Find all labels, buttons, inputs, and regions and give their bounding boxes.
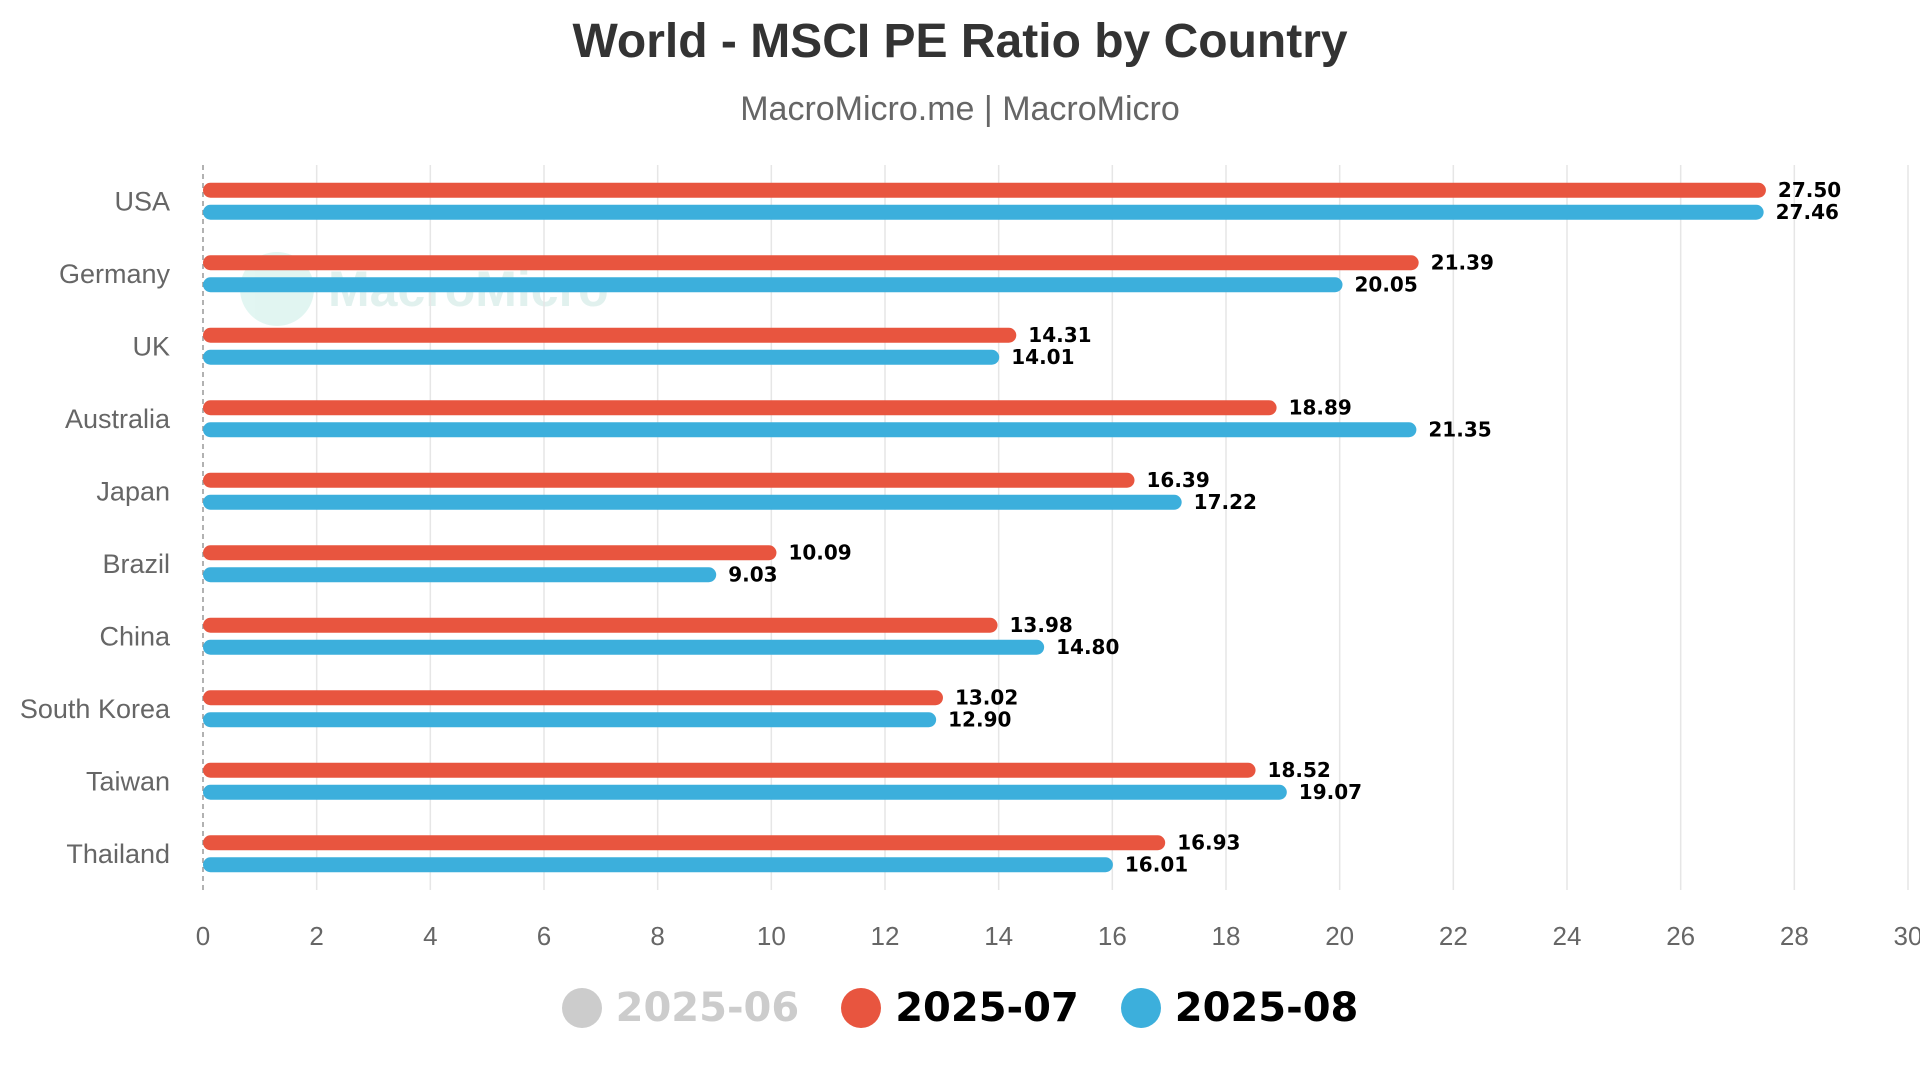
legend-dot-2025-08 [1120, 988, 1161, 1028]
x-tick-label: 0 [196, 921, 210, 951]
bar [203, 567, 717, 583]
legend-item-2025-07[interactable]: 2025-07 [841, 985, 1079, 1031]
bar [203, 690, 943, 706]
data-label: 16.93 [1177, 830, 1240, 854]
legend-item-2025-06[interactable]: 2025-06 [561, 985, 800, 1031]
legend-dot-2025-06 [561, 988, 602, 1028]
data-label: 10.09 [788, 540, 851, 564]
x-tick-label: 22 [1439, 921, 1468, 951]
x-tick-label: 30 [1894, 921, 1920, 951]
bar [203, 422, 1417, 438]
data-label: 19.07 [1299, 780, 1362, 804]
chart-subtitle: MacroMicro.me | MacroMicro [740, 90, 1180, 128]
data-label: 27.46 [1776, 200, 1839, 224]
x-tick-label: 18 [1212, 921, 1241, 951]
data-label: 21.39 [1431, 250, 1494, 274]
x-tick-label: 12 [871, 921, 900, 951]
bar [203, 835, 1166, 851]
bar [203, 400, 1277, 416]
bar [203, 472, 1135, 488]
chart-title: World - MSCI PE Ratio by Country [572, 15, 1348, 68]
legend-dot-2025-07 [841, 988, 882, 1028]
category-label: Japan [96, 476, 170, 506]
data-label: 18.52 [1268, 758, 1331, 782]
legend-label-2025-08: 2025-08 [1174, 985, 1359, 1031]
data-label: 14.01 [1011, 345, 1074, 369]
data-label: 18.89 [1289, 395, 1352, 419]
x-tick-label: 26 [1666, 921, 1695, 951]
data-label: 14.80 [1056, 635, 1119, 659]
data-label: 9.03 [728, 562, 777, 586]
x-tick-label: 6 [537, 921, 551, 951]
data-label: 13.98 [1010, 613, 1073, 637]
data-label: 14.31 [1028, 323, 1091, 347]
bar [203, 255, 1419, 271]
data-label: 16.39 [1146, 468, 1209, 492]
x-tick-label: 16 [1098, 921, 1127, 951]
x-tick-label: 14 [984, 921, 1013, 951]
x-tick-label: 20 [1325, 921, 1354, 951]
data-label: 20.05 [1355, 272, 1418, 296]
category-label: Germany [59, 259, 171, 289]
data-label: 17.22 [1194, 490, 1257, 514]
category-label: USA [114, 186, 170, 216]
legend: 2025-06 2025-07 2025-08 [0, 985, 1920, 1031]
category-label: Australia [65, 404, 171, 434]
data-label: 16.01 [1125, 852, 1188, 876]
x-tick-label: 8 [650, 921, 664, 951]
category-label: UK [132, 331, 170, 361]
bar [203, 762, 1256, 778]
x-tick-label: 4 [423, 921, 437, 951]
x-tick-label: 28 [1780, 921, 1809, 951]
bar [203, 857, 1113, 873]
category-label: South Korea [20, 694, 171, 724]
data-label: 21.35 [1428, 417, 1491, 441]
bar [203, 712, 937, 728]
bar [203, 617, 998, 633]
data-label: 13.02 [955, 685, 1018, 709]
x-tick-label: 10 [757, 921, 786, 951]
category-label: Brazil [102, 549, 170, 579]
bar [203, 277, 1343, 293]
legend-label-2025-07: 2025-07 [895, 985, 1079, 1031]
category-label: Taiwan [86, 766, 170, 796]
category-label: Thailand [66, 839, 170, 869]
data-label: 12.90 [948, 707, 1011, 731]
data-label: 27.50 [1778, 178, 1841, 202]
bar [203, 182, 1766, 198]
legend-item-2025-08[interactable]: 2025-08 [1120, 985, 1359, 1031]
x-tick-label: 24 [1553, 921, 1582, 951]
category-label: China [99, 621, 171, 651]
bar [203, 327, 1017, 343]
bar [203, 349, 1000, 365]
bar [203, 204, 1764, 220]
bar [203, 494, 1182, 510]
bar [203, 784, 1287, 800]
x-tick-label: 2 [309, 921, 323, 951]
bar [203, 545, 777, 561]
legend-label-2025-06: 2025-06 [615, 985, 800, 1031]
bar [203, 639, 1045, 655]
